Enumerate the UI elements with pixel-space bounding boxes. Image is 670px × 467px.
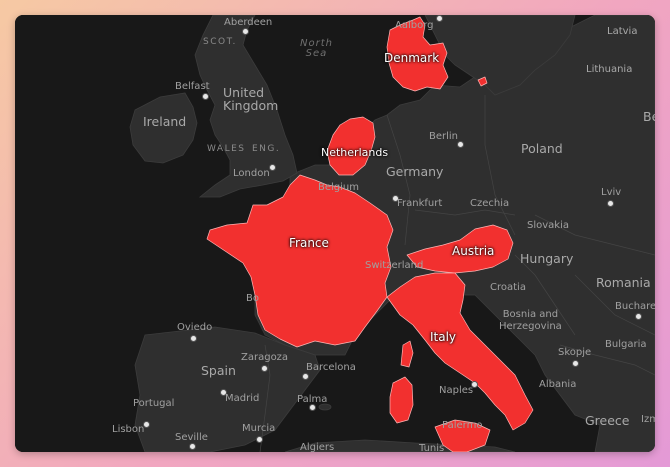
marker-zaragoza[interactable] [261, 365, 268, 372]
marker-lviv[interactable] [607, 200, 614, 207]
marker-berlin[interactable] [457, 141, 464, 148]
label-lviv: Lviv [601, 187, 622, 198]
label-united-kingdom: United Kingdom [223, 85, 279, 113]
label-albania: Albania [539, 379, 577, 390]
marker-skopje[interactable] [572, 360, 579, 367]
label-zaragoza: Zaragoza [241, 352, 289, 363]
country-italy[interactable] [386, 272, 534, 431]
label-oviedo: Oviedo [177, 322, 213, 333]
label-belfast: Belfast [175, 81, 210, 92]
marker-seville[interactable] [189, 443, 196, 450]
country-denmark[interactable] [386, 16, 449, 92]
label-latvia: Latvia [607, 26, 638, 37]
country-italy-sicily[interactable] [434, 419, 491, 452]
label-austria: Austria [452, 244, 495, 258]
country-denmark-bornholm[interactable] [477, 76, 488, 87]
label-madrid: Madrid [225, 393, 260, 404]
label-hungary: Hungary [520, 251, 574, 266]
marker-aberdeen[interactable] [242, 28, 249, 35]
marker-lisbon[interactable] [143, 421, 150, 428]
map-frame[interactable]: SCOT. North Sea United Kingdom Ireland WAL… [15, 15, 655, 452]
label-romania: Romania [596, 275, 651, 290]
balearic-islands [318, 403, 332, 411]
marker-murcia[interactable] [256, 436, 263, 443]
label-portugal: Portugal [133, 398, 175, 409]
marker-bucharest[interactable] [635, 313, 642, 320]
label-london: London [233, 168, 270, 179]
country-austria[interactable] [406, 224, 514, 274]
label-lisbon: Lisbon [112, 424, 145, 435]
country-netherlands[interactable] [326, 116, 376, 176]
marker-palma[interactable] [309, 404, 316, 411]
label-aalborg: Aalborg [395, 20, 434, 31]
marker-oviedo[interactable] [190, 335, 197, 342]
label-bucharest: Buchare [615, 301, 655, 312]
label-skopje: Skopje [558, 347, 592, 358]
label-eng: ENG. [252, 144, 281, 154]
label-spain: Spain [201, 363, 236, 378]
marker-belfast[interactable] [202, 93, 209, 100]
label-bosnia: Bosnia and Herzegovina [499, 309, 562, 332]
label-croatia: Croatia [490, 282, 526, 293]
label-france: France [289, 236, 329, 250]
country-france-corsica[interactable] [400, 340, 414, 368]
label-murcia: Murcia [242, 423, 276, 434]
country-borders [259, 95, 655, 452]
label-denmark: Denmark [384, 51, 440, 65]
label-germany: Germany [386, 164, 444, 179]
marker-madrid[interactable] [220, 389, 227, 396]
label-naples: Naples [439, 385, 474, 396]
great-britain-land [194, 15, 298, 198]
label-poland: Poland [521, 141, 563, 156]
label-barcelona: Barcelona [306, 362, 356, 373]
label-belgium: Belgium [318, 182, 359, 193]
continent-land [249, 15, 655, 452]
iberia-land [134, 326, 321, 452]
label-tunis: Tunis [419, 443, 445, 453]
label-bulgaria: Bulgaria [605, 339, 647, 350]
label-netherlands: Netherlands [321, 146, 389, 159]
label-ireland: Ireland [143, 114, 187, 129]
label-czechia: Czechia [470, 198, 510, 209]
label-north-sea: North Sea [300, 38, 333, 59]
label-edge-izm: Izm [641, 414, 655, 425]
label-palermo: Palermo [442, 420, 483, 431]
label-wales: WALES [207, 144, 246, 154]
label-edge-bo: Bo [246, 293, 259, 304]
label-frankfurt: Frankfurt [397, 198, 443, 209]
label-switzerland: Switzerland [365, 260, 424, 271]
marker-aalborg[interactable] [436, 15, 443, 22]
marker-naples[interactable] [471, 381, 478, 388]
country-italy-sardinia[interactable] [389, 376, 414, 424]
label-scot: SCOT. [203, 37, 237, 47]
label-aberdeen: Aberdeen [224, 17, 273, 28]
ireland-land [129, 92, 198, 164]
label-berlin: Berlin [429, 131, 459, 142]
label-slovakia: Slovakia [527, 220, 569, 231]
marker-london[interactable] [269, 164, 276, 171]
label-seville: Seville [175, 432, 208, 443]
label-palma: Palma [297, 394, 328, 405]
label-edge-be: Be [643, 109, 655, 124]
label-greece: Greece [585, 413, 630, 428]
marker-frankfurt[interactable] [392, 195, 399, 202]
label-italy: Italy [430, 330, 457, 344]
marker-barcelona[interactable] [302, 373, 309, 380]
label-lithuania: Lithuania [586, 64, 633, 75]
map-canvas[interactable] [15, 15, 655, 452]
country-france[interactable] [206, 174, 394, 348]
label-algiers: Algiers [300, 442, 335, 453]
